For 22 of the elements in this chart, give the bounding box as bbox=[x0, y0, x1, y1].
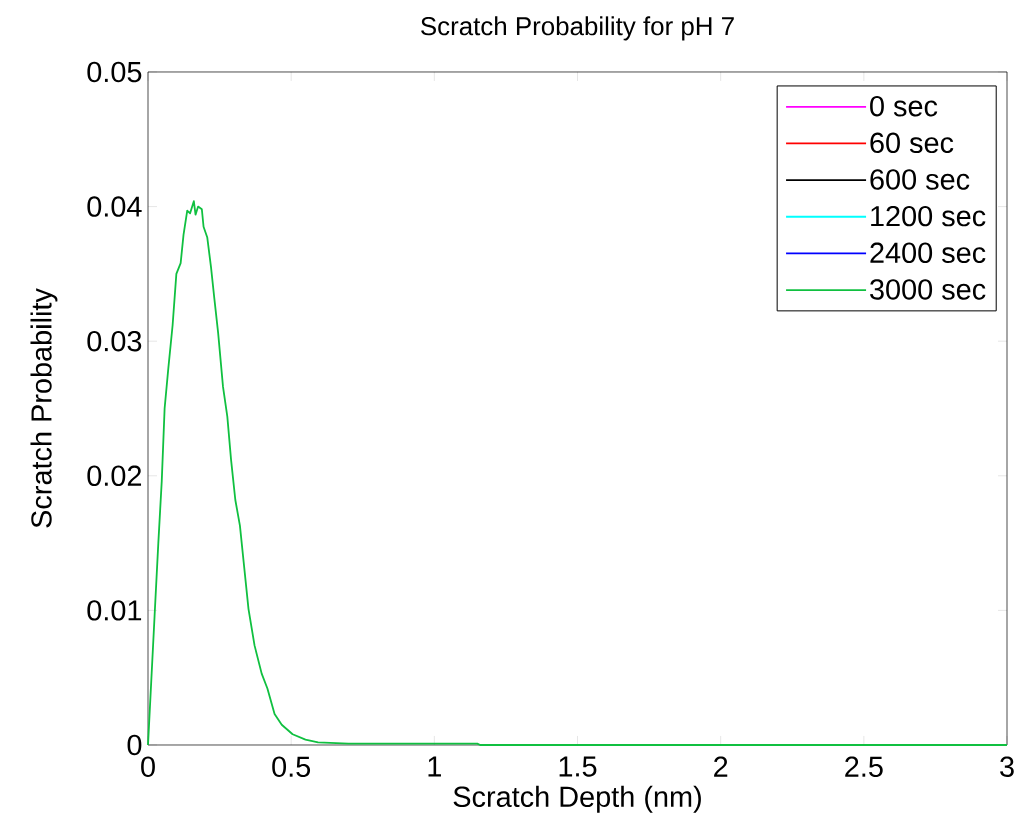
x-tick-label: 2.5 bbox=[845, 756, 883, 777]
y-tick-label: 0.01 bbox=[87, 600, 142, 621]
x-tick-label: 1.5 bbox=[559, 756, 597, 777]
legend-label: 600 sec bbox=[870, 169, 970, 190]
x-tick-label: 1 bbox=[428, 756, 441, 777]
legend-label: 60 sec bbox=[870, 132, 954, 154]
x-axis-title: Scratch Depth (nm) bbox=[453, 785, 701, 813]
legend-label: 1200 sec bbox=[871, 205, 986, 227]
legend-label: 0 sec bbox=[870, 95, 938, 117]
y-tick-label: 0.02 bbox=[87, 465, 142, 487]
chart-title: Scratch Probability for pH 7 bbox=[421, 16, 734, 41]
y-tick-label: 0.04 bbox=[87, 196, 142, 217]
x-tick-label: 2 bbox=[714, 756, 728, 777]
x-tick-label: 0 bbox=[141, 756, 155, 777]
x-tick-label: 0.5 bbox=[272, 756, 311, 777]
y-tick-label: 0 bbox=[127, 734, 142, 756]
legend-label: 3000 sec bbox=[870, 279, 986, 300]
y-axis-title: Scratch Probability bbox=[30, 288, 58, 528]
y-tick-label: 0.03 bbox=[87, 330, 142, 352]
legend-label: 2400 sec bbox=[870, 242, 986, 264]
y-tick-label: 0.05 bbox=[87, 61, 142, 83]
x-tick-label: 3 bbox=[1000, 756, 1014, 777]
